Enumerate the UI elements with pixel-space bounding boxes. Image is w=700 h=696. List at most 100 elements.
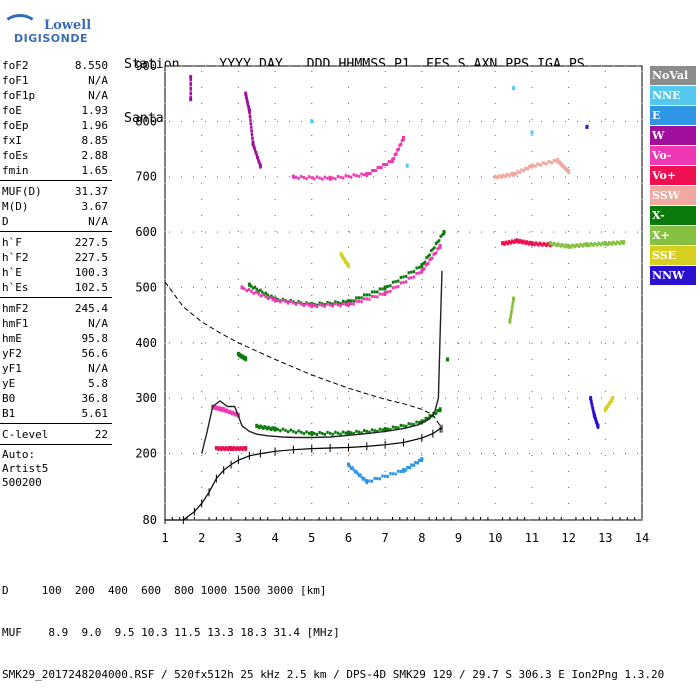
- grid-dot: [601, 519, 602, 521]
- grid-dot: [205, 453, 206, 455]
- grid-dot: [641, 471, 643, 472]
- grid-dot: [494, 455, 496, 456]
- grid-dot: [265, 65, 266, 67]
- grid-dot: [481, 342, 482, 344]
- grid-dot: [311, 103, 313, 104]
- grid-dot: [274, 215, 276, 216]
- grid-dot: [625, 231, 626, 233]
- grid-dot: [201, 167, 203, 168]
- grid-dot: [494, 183, 496, 184]
- data-point: [410, 463, 413, 467]
- data-point: [619, 240, 623, 244]
- plot-frame: [164, 65, 643, 521]
- distance-scale: D 100 200 400 600 800 1000 1500 3000 [km…: [2, 584, 327, 597]
- data-point: [386, 284, 389, 288]
- grid-dot: [604, 359, 606, 360]
- data-point: [386, 427, 389, 431]
- data-point: [349, 299, 353, 303]
- data-point: [362, 293, 366, 297]
- grid-dot: [641, 167, 643, 168]
- grid-dot: [481, 286, 482, 288]
- param-name: h`F: [2, 236, 22, 249]
- grid-dot: [589, 519, 590, 521]
- param-name: yF2: [2, 347, 22, 360]
- grid-dot: [568, 359, 570, 360]
- grid-dot: [237, 359, 239, 360]
- param-row: foEs 2.88: [0, 148, 112, 163]
- grid-dot: [641, 519, 643, 520]
- grid-dot: [604, 199, 606, 200]
- data-point: [292, 301, 295, 305]
- data-point: [442, 230, 446, 235]
- grid-dot: [277, 176, 278, 178]
- data-point: [545, 162, 548, 166]
- data-point: [552, 158, 556, 162]
- data-point: [281, 427, 285, 431]
- data-point: [404, 274, 408, 278]
- grid-dot: [531, 231, 533, 232]
- grid-dot: [181, 231, 182, 233]
- data-point: [539, 163, 543, 167]
- grid-dot: [637, 176, 638, 178]
- data-point: [267, 425, 270, 429]
- grid-dot: [589, 231, 590, 233]
- grid-dot: [421, 119, 423, 120]
- data-point: [367, 171, 370, 175]
- grid-dot: [494, 439, 496, 440]
- data-point: [504, 175, 507, 179]
- ionogram-chart: 1 2 3 4 5 6 7 8 9 10 11 12 13 14802003004005006007008…: [135, 59, 649, 545]
- data-point: [257, 289, 260, 293]
- data-point: [402, 468, 405, 473]
- data-point: [226, 448, 230, 452]
- param-value: 56.6: [81, 347, 109, 360]
- data-point: [381, 428, 384, 432]
- grid-dot: [181, 65, 182, 67]
- grid-dot: [373, 453, 374, 455]
- grid-dot: [589, 176, 590, 178]
- data-point: [362, 429, 366, 433]
- grid-dot: [384, 439, 386, 440]
- grid-dot: [421, 176, 422, 178]
- param-row: h`Es 102.5: [0, 280, 112, 295]
- grid-dot: [361, 453, 362, 455]
- param-value: 102.5: [74, 281, 108, 294]
- data-point: [368, 293, 371, 297]
- grid-dot: [445, 519, 446, 521]
- grid-dot: [347, 87, 349, 88]
- grid-dot: [217, 453, 218, 455]
- grid-dot: [458, 439, 460, 440]
- grid-dot: [421, 103, 423, 104]
- grid-dot: [505, 231, 506, 233]
- grid-dot: [553, 342, 554, 344]
- param-name: D: [2, 215, 9, 228]
- data-point: [271, 426, 274, 430]
- param-row: C-level 22: [0, 427, 112, 442]
- data-point: [313, 177, 316, 181]
- data-point: [412, 463, 416, 467]
- grid-dot: [201, 183, 203, 184]
- data-point: [294, 431, 298, 435]
- data-point: [344, 300, 348, 304]
- grid-dot: [604, 279, 606, 280]
- grid-dot: [311, 279, 313, 280]
- data-point: [360, 296, 363, 300]
- grid-dot: [641, 247, 643, 248]
- grid-dot: [493, 342, 494, 344]
- grid-dot: [494, 327, 496, 328]
- data-point: [264, 426, 268, 430]
- grid-dot: [433, 176, 434, 178]
- grid-dot: [531, 263, 533, 264]
- param-row: fmin 1.65: [0, 163, 112, 178]
- data-point: [313, 304, 316, 308]
- param-value: 1.96: [81, 119, 109, 132]
- grid-dot: [289, 453, 290, 455]
- data-point: [257, 292, 260, 296]
- data-point: [591, 406, 595, 410]
- data-point: [605, 405, 608, 409]
- grid-dot: [481, 120, 482, 122]
- data-point: [351, 466, 354, 470]
- grid-dot: [325, 65, 326, 67]
- grid-dot: [193, 453, 194, 455]
- data-point: [509, 313, 513, 317]
- data-point: [344, 431, 348, 435]
